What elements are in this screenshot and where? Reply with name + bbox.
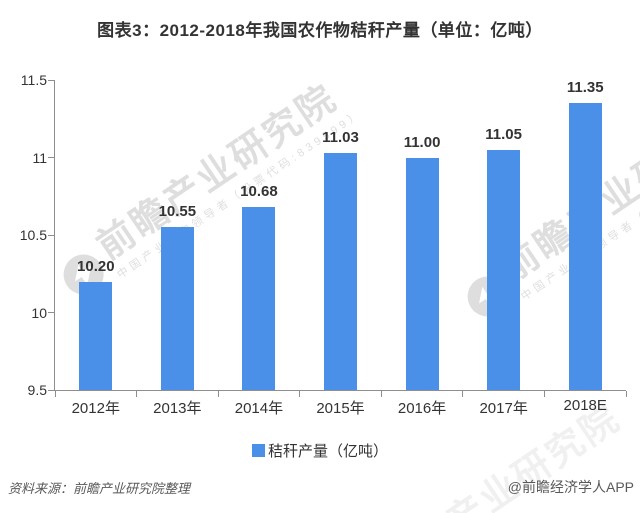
qianzhan-logo-icon <box>55 246 112 302</box>
watermark-center: 前瞻产业研究院 中国产业咨询领导者（股票代码:839599） <box>51 71 365 309</box>
x-axis-tick <box>136 391 138 397</box>
x-axis-label: 2012年 <box>71 400 120 417</box>
source-note: 资料来源：前瞻产业研究院整理 <box>8 481 191 496</box>
chart-title: 图表3：2012-2018年我国农作物秸秆产量（单位：亿吨） <box>97 21 543 40</box>
y-axis-label: 10.5 <box>19 227 47 243</box>
y-axis-label: 11.5 <box>20 72 47 88</box>
x-axis-tick <box>217 391 219 397</box>
x-axis-label: 2013年 <box>153 400 202 417</box>
bar-value-label: 11.05 <box>485 125 522 143</box>
x-axis-label: 2017年 <box>479 400 528 417</box>
bar-value-label: 11.35 <box>566 79 604 97</box>
x-axis-label: 2018E <box>563 397 607 414</box>
x-axis-tick <box>462 391 464 397</box>
bar-2018E <box>568 103 602 390</box>
bar-value-label: 10.68 <box>240 183 278 201</box>
legend: 秸秆产量（亿吨） <box>0 440 640 461</box>
x-axis-label: 2016年 <box>397 400 447 417</box>
x-axis-tick <box>54 391 56 397</box>
x-axis-tick <box>380 391 382 397</box>
x-axis-label: 2014年 <box>234 400 284 417</box>
bar-chart-plot-area: 9.5 10 10.5 11 11.5 10.20 2012年 10.55 2013年 10.68… <box>20 72 627 417</box>
x-axis-tick <box>625 391 627 397</box>
y-axis-tick <box>48 79 54 81</box>
x-axis-tick <box>543 391 545 397</box>
bar-2015年 <box>324 152 357 390</box>
legend-color-swatch <box>251 444 265 457</box>
legend-label: 秸秆产量（亿吨） <box>267 443 388 460</box>
y-axis-label: 11 <box>32 149 47 166</box>
x-axis-tick <box>299 391 301 397</box>
y-axis-label: 10 <box>31 304 47 321</box>
y-axis-tick <box>48 389 54 391</box>
bar-value-label: 10.55 <box>158 203 197 221</box>
y-axis-tick <box>48 157 54 158</box>
bar-value-label: 10.20 <box>77 257 115 275</box>
bar-2014年 <box>242 207 276 390</box>
x-axis-label: 2015年 <box>316 400 365 417</box>
y-axis-tick <box>48 312 54 313</box>
bar-value-label: 11.00 <box>403 133 441 151</box>
bar-value-label: 11.03 <box>322 128 359 146</box>
y-axis-tick <box>48 234 54 236</box>
bar-2012年 <box>79 281 113 390</box>
bar-2017年 <box>487 149 521 390</box>
bar-2016年 <box>405 157 439 390</box>
bar-2013年 <box>160 227 194 390</box>
y-axis-label: 9.5 <box>27 382 47 398</box>
app-credit: @前瞻经济学人APP <box>507 479 634 495</box>
